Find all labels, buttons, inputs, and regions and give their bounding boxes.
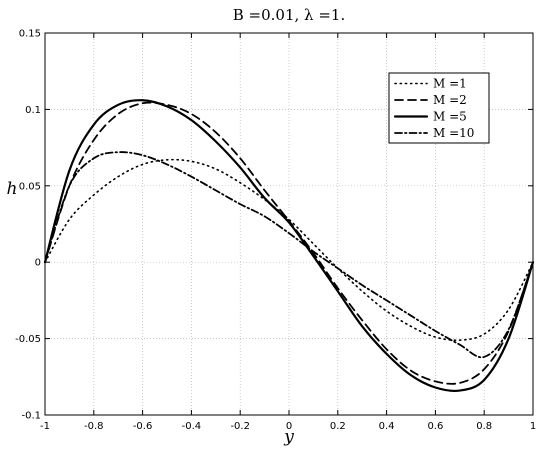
y-tick-label: 0.05 [19,181,41,192]
x-tick-label: -0.6 [133,421,153,432]
legend-label-3: M =5 [433,110,467,124]
x-tick-label: 0.8 [476,421,492,432]
series-layer [43,99,535,393]
x-tick-label: 0.6 [427,421,443,432]
y-tick-label: -0.1 [21,411,41,422]
legend-label-1: M =1 [433,77,467,91]
x-tick-label: 0 [286,421,292,432]
tick-labels: -1 -0.8 -0.6 -0.4 -0.2 0 0.2 0.4 0.6 0.8 1 -0.1 -0.0… [15,29,536,433]
series-line-4 [44,151,534,359]
x-tick-label: -0.4 [182,421,202,432]
x-tick-label: -1 [40,421,50,432]
y-axis-label: h [7,179,18,199]
series-line-3 [43,99,535,393]
x-tick-label: 0.4 [379,421,395,432]
y-tick-label: 0.15 [19,29,41,40]
legend: M =1 M =2 M =5 M =10 [388,72,490,144]
y-tick-label: 0.1 [25,105,41,116]
legend-label-2: M =2 [433,93,467,107]
x-axis-label: y [283,427,294,447]
x-tick-label: 0.2 [330,421,346,432]
x-tick-label: 1 [530,421,536,432]
legend-label-4: M =10 [433,126,474,140]
x-tick-label: -0.2 [230,421,250,432]
y-tick-label: 0 [35,258,41,269]
x-tick-label: -0.8 [84,421,104,432]
y-tick-label: -0.05 [15,334,41,345]
chart-title: B =0.01, λ =1. [233,6,345,24]
ticks [44,32,534,416]
legend-box [388,72,490,144]
